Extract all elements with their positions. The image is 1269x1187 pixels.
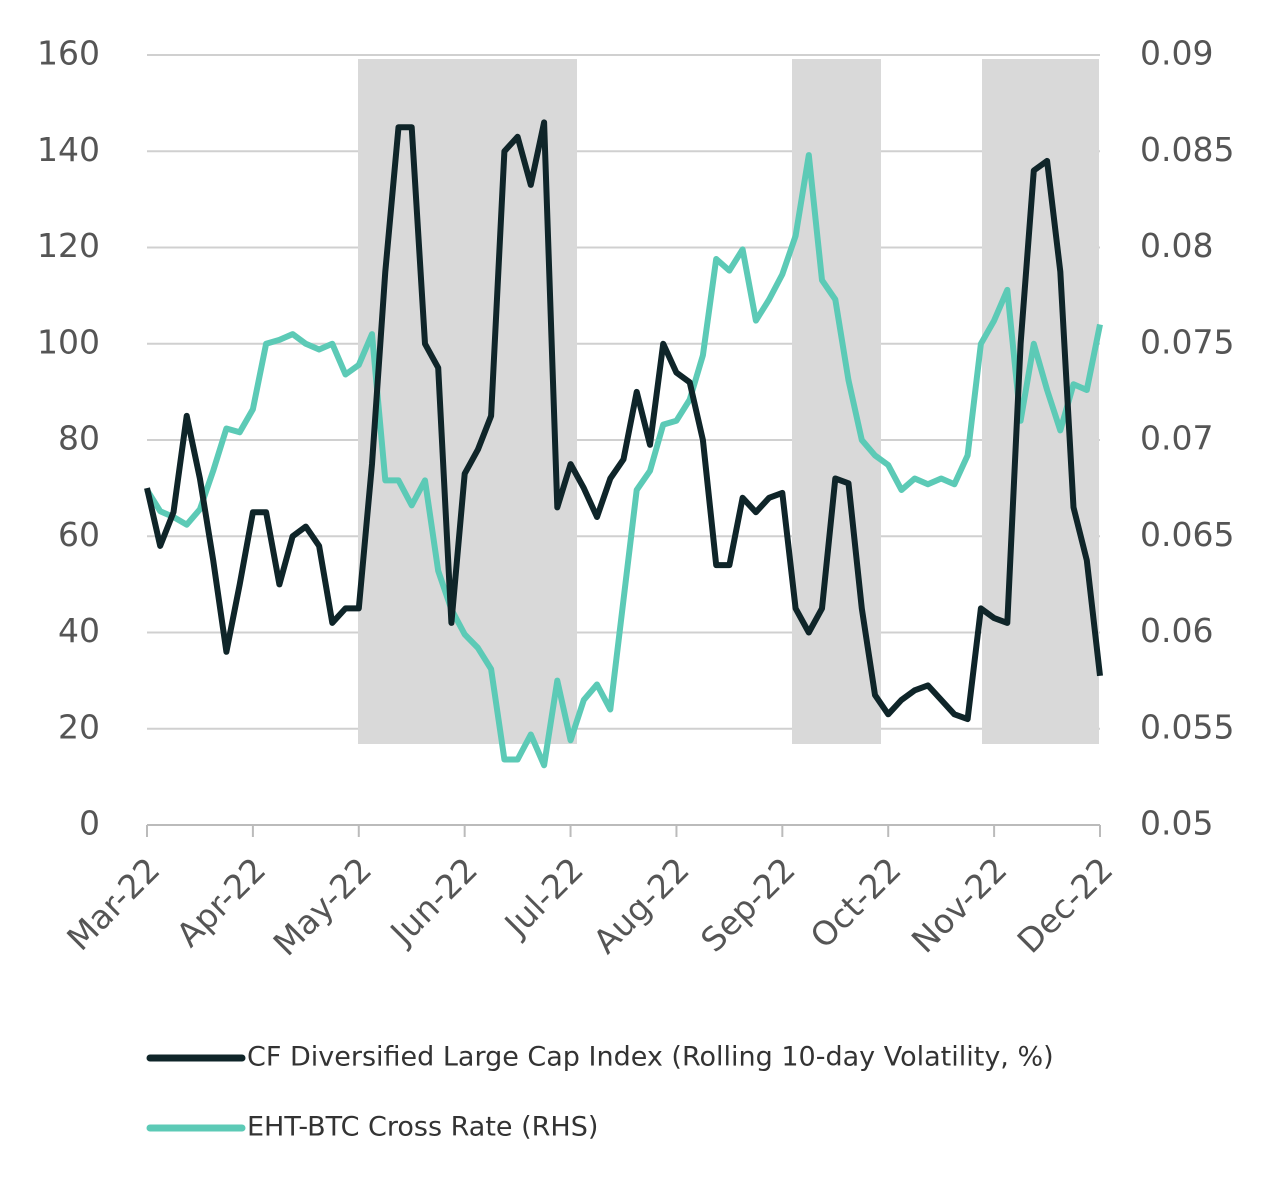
y2-tick-label: 0.09 (1140, 34, 1213, 73)
x-tick-label: May-22 (266, 850, 380, 964)
y2-tick-label: 0.07 (1140, 419, 1213, 458)
x-tick-label: Oct-22 (803, 850, 909, 956)
x-tick-label: Dec-22 (1010, 850, 1121, 961)
y2-tick-label: 0.065 (1140, 515, 1234, 554)
y-tick-label: 80 (58, 419, 100, 458)
x-tick-label: Mar-22 (59, 850, 167, 958)
series-line (144, 152, 1103, 769)
y2-tick-label: 0.075 (1140, 322, 1234, 361)
y-tick-label: 60 (58, 515, 100, 554)
y2-tick-label: 0.05 (1140, 804, 1213, 843)
y-tick-label: 140 (37, 130, 100, 169)
grid (147, 54, 1100, 730)
x-tick-label: Aug-22 (586, 850, 697, 961)
shaded-period (982, 59, 1099, 744)
y-tick-label: 20 (58, 707, 100, 746)
y-tick-label: 120 (37, 226, 100, 265)
y-tick-label: 160 (37, 34, 100, 73)
legend-label: EHT-BTC Cross Rate (RHS) (247, 1112, 598, 1143)
y-tick-label: 40 (58, 611, 100, 650)
x-tick-label: Jul-22 (496, 850, 591, 945)
legend-label: CF Diversified Large Cap Index (Rolling … (247, 1042, 1054, 1073)
series-line (144, 119, 1103, 723)
y2-tick-label: 0.085 (1140, 130, 1234, 169)
y-tick-label: 100 (37, 322, 100, 361)
x-tick-label: Sep-22 (693, 850, 803, 960)
x-tick-label: Jun-22 (381, 850, 485, 954)
y2-tick-label: 0.055 (1140, 707, 1234, 746)
y2-tick-label: 0.06 (1140, 611, 1213, 650)
legend: CF Diversified Large Cap Index (Rolling … (146, 1042, 1054, 1143)
y-tick-label: 0 (79, 804, 100, 843)
y2-tick-label: 0.08 (1140, 226, 1213, 265)
x-tick-label: Apr-22 (169, 850, 274, 955)
x-tick-label: Nov-22 (904, 850, 1015, 961)
